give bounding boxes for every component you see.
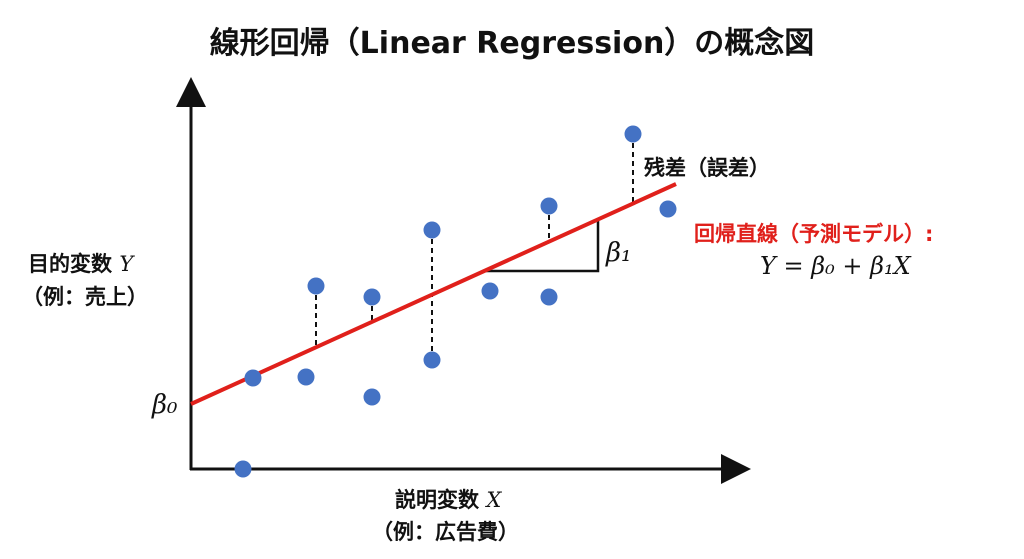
data-point (363, 388, 381, 406)
regression-line (190, 182, 677, 406)
data-point (659, 200, 677, 218)
residual-label: 残差（誤差） (644, 156, 770, 180)
data-point (234, 460, 252, 478)
page-title: 線形回帰（Linear Regression）の概念図 (209, 26, 815, 61)
data-point (297, 368, 315, 386)
data-point (423, 351, 441, 369)
data-point (481, 282, 499, 300)
data-point (423, 221, 441, 239)
slope-label: β₁ (606, 238, 632, 268)
data-point (307, 277, 325, 295)
intercept-label: β₀ (152, 390, 178, 420)
data-point (363, 288, 381, 306)
data-point (540, 197, 558, 215)
slope-triangle (485, 219, 600, 273)
x-axis-label: 説明変数 X (395, 488, 502, 512)
y-axis-example: （例：売上） (22, 285, 148, 309)
model-label: 回帰直線（予測モデル）: (694, 222, 934, 246)
y-axis-label: 目的変数 Y (28, 252, 134, 276)
data-point (540, 288, 558, 306)
data-point (624, 125, 642, 143)
data-point (244, 369, 262, 387)
x-axis-example: （例：広告費） (372, 520, 519, 544)
regression-equation: Y = β₀ + β₁X (760, 252, 911, 280)
